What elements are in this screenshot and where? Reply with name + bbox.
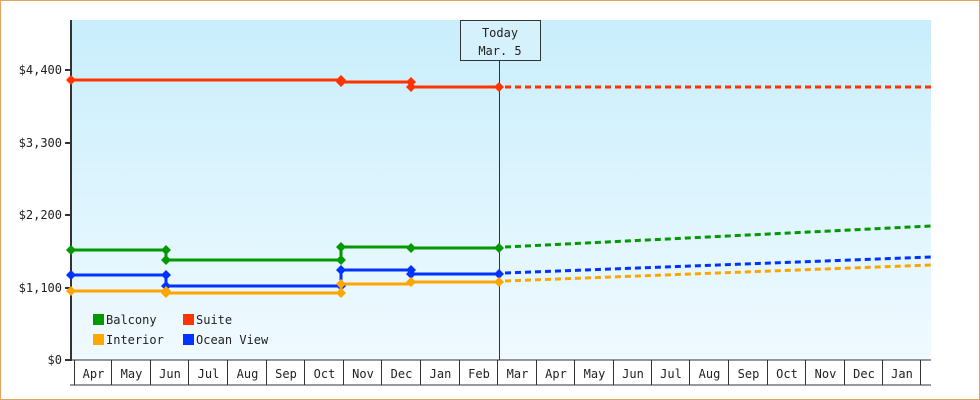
suite-data-point[interactable] [66,75,76,85]
month-label: May [584,367,606,381]
month-label: Sep [738,367,760,381]
interior-data-point[interactable] [66,286,76,296]
month-label: Sep [275,367,297,381]
balcony-data-point[interactable] [161,255,171,265]
today-label: Today [482,26,518,40]
legend-item-ocean-view[interactable]: Ocean View [183,333,269,347]
ocean-view-data-point[interactable] [406,269,416,279]
ocean-view-data-point[interactable] [336,265,346,275]
month-label: Nov [815,367,837,381]
balcony-data-point[interactable] [406,243,416,253]
month-label: Dec [391,367,413,381]
interior-data-point[interactable] [336,279,346,289]
balcony-data-point[interactable] [494,243,504,253]
y-axis: $4,400 $3,300 $2,200 $1,100 $0 [19,20,72,367]
month-label: Jun [622,367,644,381]
legend-item-suite[interactable]: Suite [183,313,232,327]
legend-label: Suite [196,313,232,327]
legend-swatch [183,334,194,345]
month-label: Jan [891,367,913,381]
month-label: Oct [314,367,336,381]
interior-data-point[interactable] [161,288,171,298]
interior-data-point[interactable] [406,277,416,287]
month-label: Aug [699,367,721,381]
interior-forecast-line [504,263,932,283]
balcony-forecast-line [504,224,932,249]
legend-label: Balcony [106,313,157,327]
month-label: Jul [198,367,220,381]
plot-area [72,20,931,360]
y-tick-label: $4,400 [19,63,62,77]
balcony-data-point[interactable] [336,255,346,265]
ocean-view-data-point[interactable] [494,269,504,279]
legend-item-balcony[interactable]: Balcony [93,313,157,327]
legend-item-interior[interactable]: Interior [93,333,164,347]
suite-line [71,78,499,89]
interior-data-point[interactable] [494,277,504,287]
y-tick-label: $2,200 [19,208,62,222]
interior-data-point[interactable] [336,288,346,298]
month-label: Jul [660,367,682,381]
month-label: Jun [159,367,181,381]
ocean-view-data-point[interactable] [161,270,171,280]
today-box [460,20,541,61]
y-tick-label: $3,300 [19,136,62,150]
month-label: Feb [468,367,490,381]
month-label: Apr [545,367,567,381]
legend-swatch [183,314,194,325]
suite-data-point[interactable] [494,82,504,92]
legend: Balcony Suite Interior Ocean View [93,313,269,347]
today-marker: Today Mar. 5 [460,20,541,360]
month-label: Dec [853,367,875,381]
ocean-view-forecast-line [504,255,932,275]
balcony-data-point[interactable] [336,242,346,252]
legend-swatch [93,314,104,325]
legend-label: Interior [106,333,164,347]
month-label: Jan [430,367,452,381]
today-date: Mar. 5 [478,44,521,58]
month-label: Oct [776,367,798,381]
forecast-lines [504,85,932,283]
historical-lines [66,75,504,298]
month-label: Nov [352,367,374,381]
y-tick-label: $0 [48,353,62,367]
suite-data-point[interactable] [406,82,416,92]
legend-label: Ocean View [196,333,269,347]
month-label: May [121,367,143,381]
month-label: Aug [237,367,259,381]
month-label: Apr [83,367,105,381]
y-tick-label: $1,100 [19,281,62,295]
legend-swatch [93,334,104,345]
balcony-data-point[interactable] [66,245,76,255]
month-label: Mar [507,367,529,381]
ocean-view-data-point[interactable] [66,270,76,280]
suite-data-point[interactable] [336,77,346,87]
balcony-data-point[interactable] [161,245,171,255]
x-axis: Apr May Jun Jul Aug Sep Oct Nov Dec Jan Feb Mar Apr M… [70,359,931,386]
